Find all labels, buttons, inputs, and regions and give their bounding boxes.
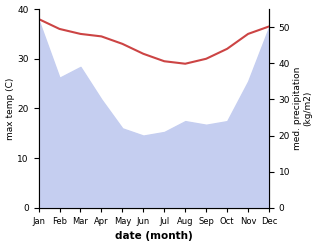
Y-axis label: max temp (C): max temp (C) — [5, 77, 15, 140]
Y-axis label: med. precipitation
(kg/m2): med. precipitation (kg/m2) — [293, 67, 313, 150]
X-axis label: date (month): date (month) — [115, 231, 193, 242]
